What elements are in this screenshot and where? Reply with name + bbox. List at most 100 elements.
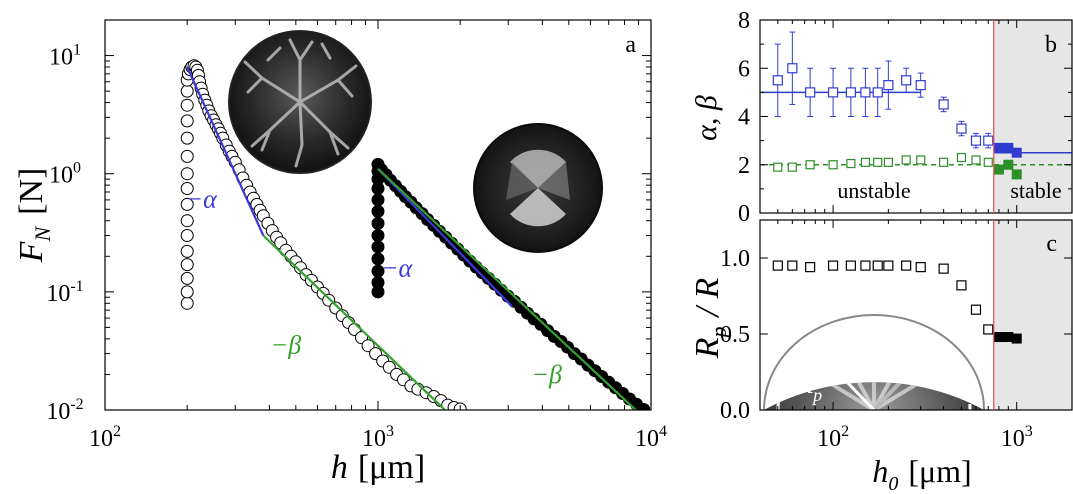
open-point (180, 258, 194, 272)
filled-point (371, 240, 385, 254)
beta-point (916, 155, 926, 165)
ratio-point (938, 263, 949, 274)
beta-point (883, 157, 893, 167)
fingering-pattern-photo (228, 30, 372, 174)
y-tick-label: 1.0 (720, 246, 750, 272)
alpha-point (772, 75, 783, 86)
alpha-point (860, 87, 871, 98)
ratio-point (883, 260, 894, 271)
filled-point (371, 193, 385, 207)
beta-stable-point (1011, 169, 1022, 180)
ratio-point (805, 262, 816, 273)
x-tick-label: 103 (1001, 423, 1033, 452)
y-tick-label: 101 (49, 42, 81, 71)
open-point (180, 285, 194, 299)
open-point (180, 182, 194, 195)
fit-line (262, 234, 447, 410)
svg-text:h[μm]: h [μm] (331, 449, 425, 486)
beta-stable-point (993, 164, 1004, 175)
ratio-stable-point (1003, 332, 1014, 343)
alpha-point (938, 99, 949, 110)
beta-point (828, 160, 838, 170)
y-tick-label: 100 (49, 160, 81, 189)
y-tick-label: 10-1 (46, 278, 83, 307)
panel-a-plot-area (180, 59, 651, 410)
svg-text:FN[N]: FN[N] (13, 168, 55, 264)
beta-point (846, 158, 856, 169)
open-point (361, 339, 375, 353)
y-tick-label: 0.0 (720, 398, 750, 424)
beta-point (939, 157, 949, 167)
open-point (180, 197, 194, 211)
panel-a-x-axis-label: h [μm] (331, 449, 425, 486)
alpha-stable-point (1003, 142, 1014, 153)
ratio-point (901, 260, 912, 271)
panel-b-ticks: 0 2 4 6 8 (738, 8, 1073, 227)
panel-b-plot-area (760, 31, 1072, 180)
y-tick-label: 10-2 (46, 396, 83, 425)
beta-point (773, 162, 783, 172)
filled-point (371, 216, 385, 230)
alpha-point (956, 123, 967, 134)
alpha-point (883, 80, 894, 91)
alpha-point (805, 87, 816, 98)
stable-region-b (993, 20, 1072, 213)
open-point (180, 131, 194, 145)
inset-label-r: R (874, 338, 892, 369)
fit-line (377, 168, 638, 410)
region-label-stable: stable (1010, 178, 1061, 203)
beta-point (787, 162, 797, 172)
alpha-point (915, 80, 926, 91)
panel-c-plot-area (772, 260, 1022, 344)
svg-text:Rp/ R: Rp/ R (689, 278, 731, 360)
inset-label-rp: Rp (795, 369, 822, 405)
open-point (180, 244, 194, 258)
panel-a-y-axis-label: FN[N] (13, 168, 55, 264)
ratio-point (860, 260, 871, 271)
panel-b: 0 2 4 6 8 b unstable stable α, β (690, 8, 1073, 227)
panel-a-fit-lines (186, 66, 638, 410)
alpha-stable-point (1011, 147, 1022, 158)
panel-a-label: a (625, 32, 636, 58)
filled-point (371, 229, 385, 242)
open-point (180, 271, 194, 285)
open-point (180, 229, 194, 242)
panel-c-ticks: 0.0 0.5 1.0 102 103 (720, 220, 1073, 452)
y-tick-label: 6 (738, 56, 750, 82)
fit-annotation: −α (381, 253, 414, 282)
alpha-point (970, 135, 982, 146)
x-tick-label: 104 (635, 423, 667, 452)
x-tick-label: 102 (817, 423, 849, 452)
open-point (180, 149, 194, 163)
fit-line (186, 66, 265, 236)
x-tick-label: 102 (89, 423, 121, 452)
alpha-point (787, 63, 798, 74)
ratio-point (787, 260, 798, 271)
panel-b-label: b (1045, 32, 1057, 58)
open-point (180, 167, 194, 181)
ratio-point (915, 262, 926, 273)
beta-point (901, 155, 911, 165)
alpha-point (983, 135, 994, 146)
beta-point (805, 160, 815, 170)
beta-point (971, 155, 981, 165)
panel-a-annotations: −α −α −β −β (186, 184, 562, 389)
beta-point (956, 152, 967, 163)
panel-c: Rp R 0.0 0.5 1.0 102 103 c Rp/ R h0 [μm] (689, 219, 1073, 494)
panel-a-ticks: 102 103 104 10-2 10-1 100 101 (46, 19, 667, 452)
fit-annotation: −α (186, 184, 219, 213)
filled-point (371, 204, 385, 218)
x-tick-label: 103 (362, 423, 394, 452)
panel-a: 102 103 104 10-2 10-1 100 101 −α −α −β −β a FN[N]… (13, 19, 667, 486)
alpha-point (901, 75, 912, 86)
beta-stable-point (1003, 159, 1014, 170)
panel-b-y-axis-label: α, β (690, 95, 723, 141)
region-label-unstable: unstable (837, 178, 910, 203)
ratio-point (772, 260, 783, 271)
alpha-stable-point (993, 142, 1004, 153)
open-point (180, 214, 194, 228)
fit-line (377, 168, 513, 308)
stable-region-c (993, 220, 1072, 410)
y-tick-label: 8 (738, 8, 750, 34)
